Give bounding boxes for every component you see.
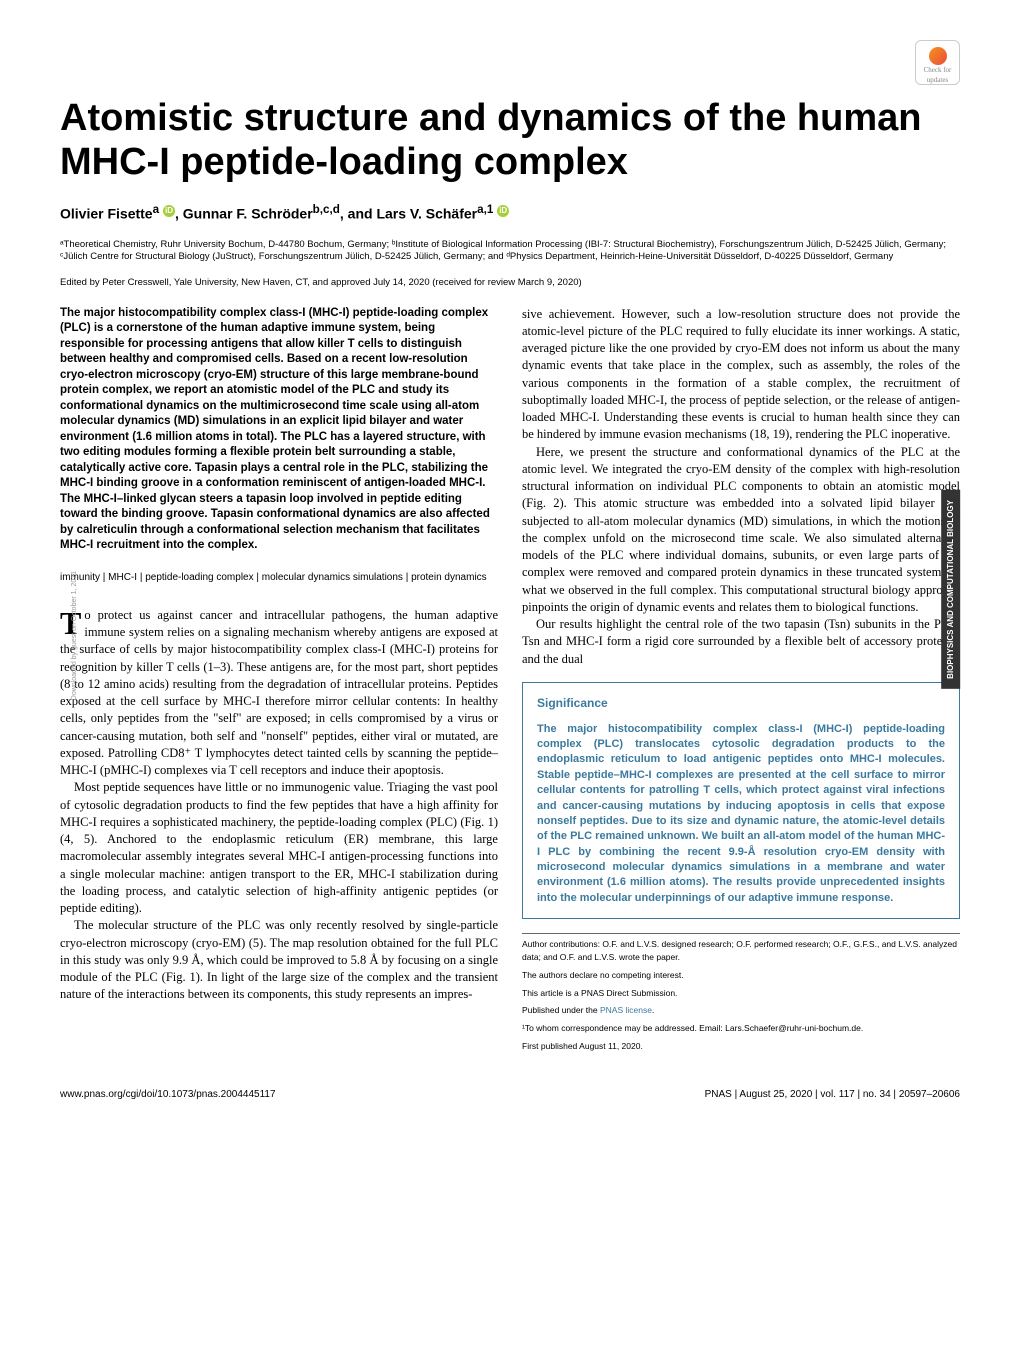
page-footer: www.pnas.org/cgi/doi/10.1073/pnas.200444… <box>60 1082 960 1102</box>
article-title: Atomistic structure and dynamics of the … <box>60 97 960 184</box>
footer-citation: PNAS | August 25, 2020 | vol. 117 | no. … <box>705 1088 960 1102</box>
author-list: Olivier Fisettea iD, Gunnar F. Schröderb… <box>60 202 960 224</box>
author-contributions: Author contributions: O.F. and L.V.S. de… <box>522 938 960 964</box>
significance-text: The major histocompatibility complex cla… <box>537 722 945 907</box>
license-link[interactable]: PNAS license <box>600 1005 652 1015</box>
download-notice: Downloaded by guest on October 1, 2021 <box>70 571 80 700</box>
divider <box>522 933 960 934</box>
affiliations: ᵃTheoretical Chemistry, Ruhr University … <box>60 239 960 265</box>
edited-by: Edited by Peter Cresswell, Yale Universi… <box>60 276 960 289</box>
keywords: immunity | MHC-I | peptide-loading compl… <box>60 570 498 585</box>
author-2-sup: b,c,d <box>313 203 340 216</box>
author-2: Gunnar F. Schröder <box>183 206 313 222</box>
author-1-sup: a <box>153 203 159 216</box>
metadata-block: Author contributions: O.F. and L.V.S. de… <box>522 933 960 1052</box>
two-column-layout: The major histocompatibility complex cla… <box>60 306 960 1058</box>
left-column: The major histocompatibility complex cla… <box>60 306 498 1058</box>
license-suffix: . <box>652 1005 654 1015</box>
body-p1: To protect us against cancer and intrace… <box>60 607 498 780</box>
competing-interest: The authors declare no competing interes… <box>522 969 960 982</box>
orcid-icon[interactable]: iD <box>497 205 509 217</box>
submission-type: This article is a PNAS Direct Submission… <box>522 987 960 1000</box>
body-left: To protect us against cancer and intrace… <box>60 607 498 1004</box>
section-tab: BIOPHYSICS AND COMPUTATIONAL BIOLOGY <box>941 490 960 689</box>
author-1: Olivier Fisette <box>60 206 153 222</box>
orcid-icon[interactable]: iD <box>163 205 175 217</box>
first-published: First published August 11, 2020. <box>522 1040 960 1053</box>
author-3-sup: a,1 <box>477 203 493 216</box>
significance-box: Significance The major histocompatibilit… <box>522 682 960 919</box>
license-prefix: Published under the <box>522 1005 600 1015</box>
body-p6: Our results highlight the central role o… <box>522 616 960 668</box>
significance-title: Significance <box>537 695 945 712</box>
body-right: sive achievement. However, such a low-re… <box>522 306 960 668</box>
right-column: sive achievement. However, such a low-re… <box>522 306 960 1058</box>
body-p4: sive achievement. However, such a low-re… <box>522 306 960 444</box>
footer-doi: www.pnas.org/cgi/doi/10.1073/pnas.200444… <box>60 1088 276 1102</box>
body-p2: Most peptide sequences have little or no… <box>60 779 498 917</box>
author-3: Lars V. Schäfer <box>376 206 477 222</box>
check-updates-container: Check for updates <box>60 40 960 87</box>
correspondence: ¹To whom correspondence may be addressed… <box>522 1022 960 1035</box>
license: Published under the PNAS license. <box>522 1004 960 1017</box>
page-container: BIOPHYSICS AND COMPUTATIONAL BIOLOGY Dow… <box>60 40 960 1102</box>
abstract: The major histocompatibility complex cla… <box>60 306 498 554</box>
body-p5: Here, we present the structure and confo… <box>522 444 960 617</box>
body-p3: The molecular structure of the PLC was o… <box>60 917 498 1003</box>
check-updates-icon[interactable]: Check for updates <box>915 40 960 85</box>
